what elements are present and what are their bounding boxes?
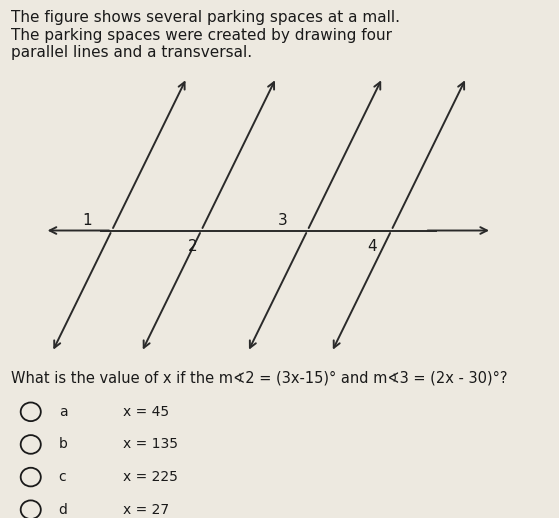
Text: 4: 4 [367, 239, 377, 253]
Text: c: c [59, 470, 67, 484]
Text: a: a [59, 405, 67, 419]
Text: x = 27: x = 27 [123, 502, 169, 517]
Text: The figure shows several parking spaces at a mall.
The parking spaces were creat: The figure shows several parking spaces … [11, 10, 400, 60]
Text: x = 135: x = 135 [123, 437, 178, 452]
Text: d: d [59, 502, 68, 517]
Text: What is the value of x if the m∢2 = (3x-15)° and m∢3 = (2x - 30)°?: What is the value of x if the m∢2 = (3x-… [11, 370, 508, 385]
Text: 3: 3 [277, 213, 287, 227]
Text: 1: 1 [82, 213, 92, 227]
Text: x = 225: x = 225 [123, 470, 178, 484]
Text: x = 45: x = 45 [123, 405, 169, 419]
Text: 2: 2 [188, 239, 198, 253]
Text: b: b [59, 437, 68, 452]
